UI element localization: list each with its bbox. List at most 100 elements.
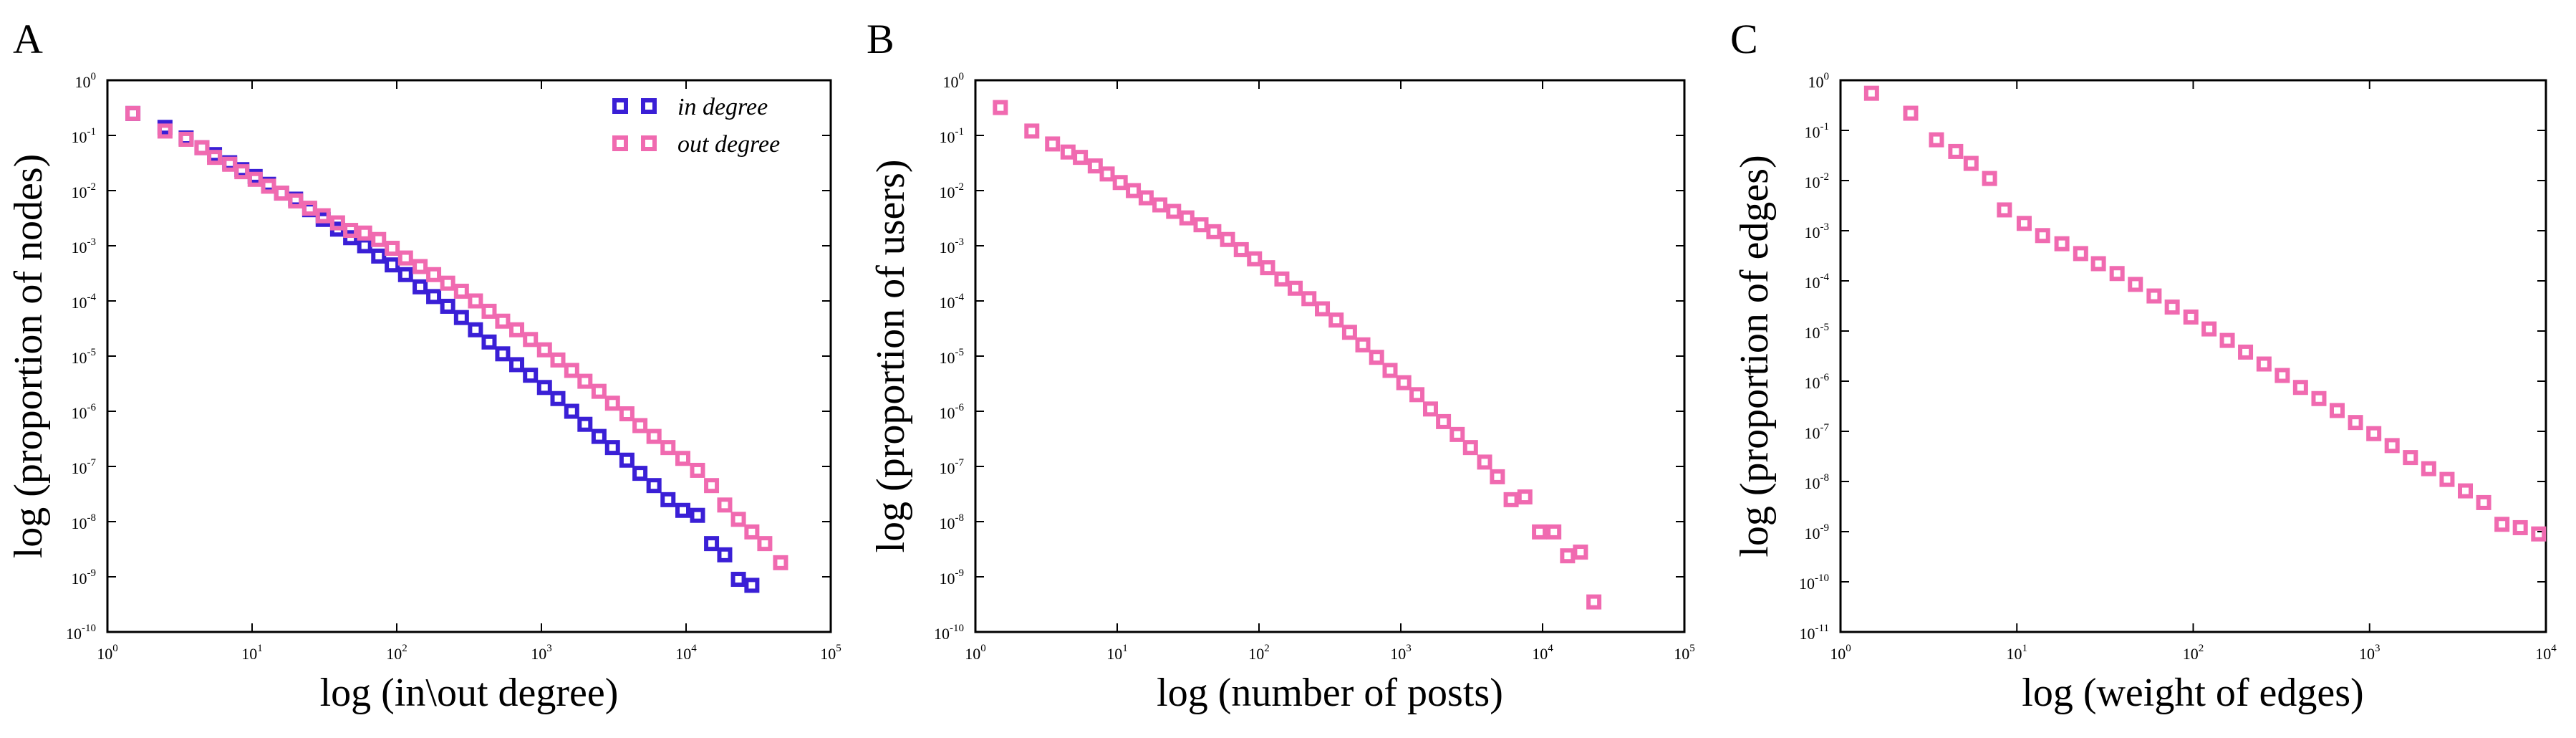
x-tick-label: 105: [820, 643, 841, 663]
x-tick-label: 104: [2535, 643, 2557, 663]
out-degree-point: [660, 440, 676, 456]
out-degree-point: [536, 342, 552, 358]
series-point: [2035, 228, 2050, 244]
y-tick-label: 100: [75, 71, 97, 91]
out-degree-point: [730, 512, 746, 527]
out-degree-point: [550, 352, 566, 368]
out-degree-point: [495, 313, 511, 329]
in-degree-point: [481, 334, 497, 350]
series-point: [1193, 217, 1209, 233]
out-degree-point: [247, 171, 263, 187]
series-point: [1301, 291, 1317, 307]
series-point: [1315, 301, 1331, 317]
series-point: [1929, 132, 1944, 148]
y-tick-label: 10-4: [72, 292, 97, 312]
series-point: [993, 100, 1008, 115]
in-degree-point: [704, 536, 720, 552]
out-degree-point: [757, 536, 773, 552]
series-point: [2329, 403, 2345, 418]
out-degree-point: [125, 105, 141, 121]
series-point: [2476, 494, 2491, 510]
series-point: [1422, 401, 1438, 417]
y-tick-label: 10-3: [940, 236, 965, 257]
out-degree-point: [222, 156, 238, 172]
x-tick-label: 102: [386, 643, 407, 663]
in-degree-point: [690, 507, 705, 523]
in-degree-point: [413, 279, 428, 294]
series-point: [1477, 454, 1492, 470]
series-point: [2366, 426, 2382, 441]
panel-letter-b: B: [867, 16, 894, 62]
in-degree-point: [550, 390, 566, 406]
in-degree-point: [675, 502, 691, 518]
y-axis-label-c: log (proportion of edges): [1732, 155, 1777, 557]
out-degree-point: [591, 383, 607, 399]
series-point: [1997, 202, 2012, 218]
y-axis-label-a: log (proportion of nodes): [6, 154, 51, 559]
y-tick-label: 10-10: [66, 623, 96, 643]
series-point: [1546, 524, 1562, 540]
x-tick-label: 104: [1532, 643, 1553, 663]
series-point: [1328, 312, 1344, 328]
out-degree-point: [632, 418, 648, 433]
series-point: [2073, 246, 2088, 262]
series-point: [1138, 190, 1154, 206]
legend-marker-in-degree: [612, 98, 628, 114]
x-axis-label-c: log (weight of edges): [2022, 671, 2363, 715]
out-degree-point: [646, 428, 662, 444]
out-degree-point: [717, 497, 733, 513]
out-degree-point: [157, 123, 173, 139]
out-degree-point: [744, 524, 760, 540]
y-tick-label: 10-6: [72, 402, 97, 422]
in-degree-point: [577, 416, 593, 432]
out-degree-point: [690, 462, 705, 478]
out-degree-point: [329, 215, 345, 231]
marks-b: [993, 100, 1602, 610]
y-tick-label: 10-7: [940, 457, 965, 477]
legend-marker-in-degree-2: [641, 98, 657, 114]
series-point: [1382, 363, 1398, 378]
in-degree-point: [509, 357, 525, 373]
in-degree-point: [564, 403, 579, 419]
y-tick-label: 10-1: [940, 126, 965, 146]
y-ticks-c: 100 10-1 10-2 10-3 10-4 10-5 10-6 10-7 10-8 10-9 1…: [1799, 71, 2546, 643]
y-tick-label: 10-4: [940, 292, 965, 312]
out-degree-point: [274, 186, 289, 201]
legend-marker-out-degree: [612, 135, 628, 151]
series-point: [2311, 390, 2327, 406]
out-degree-point: [234, 164, 250, 180]
series-point: [2201, 321, 2217, 337]
y-axis-label-b: log (proportion of users): [869, 159, 913, 552]
series-point: [1369, 350, 1384, 365]
y-tick-label: 10-5: [940, 347, 965, 367]
x-tick-label: 103: [2359, 643, 2380, 663]
x-tick-label: 103: [531, 643, 552, 663]
in-degree-point: [440, 298, 455, 314]
series-point: [2458, 483, 2474, 499]
series-point: [2403, 450, 2418, 466]
legend-label-in-degree: in degree: [677, 94, 768, 120]
y-ticks-a: 100 10-1 10-2 10-3 10-4 10-5 10-6 10-7 10-8 10-9 1…: [66, 71, 831, 643]
x-axis-label-a: log (in\out degree): [320, 671, 619, 715]
y-ticks-b: 100 10-1 10-2 10-3 10-4 10-5 10-6 10-7 10-8 10-9 1…: [934, 71, 1684, 643]
out-degree-point: [343, 223, 359, 239]
series-point: [1449, 426, 1465, 442]
out-degree-point: [261, 178, 276, 194]
y-tick-label: 10-5: [1805, 322, 1830, 342]
series-point: [2183, 309, 2199, 325]
series-point: [1220, 231, 1235, 247]
series-point: [1274, 271, 1290, 287]
in-degree-point: [744, 578, 760, 593]
y-tick-label: 10-11: [1800, 623, 1829, 643]
in-degree-point: [730, 572, 746, 588]
series-point: [1288, 280, 1303, 296]
x-tick-label: 104: [675, 643, 697, 663]
series-point: [1517, 489, 1533, 505]
panel-c: C 100 101 102 103 104 100 10-1 10-2 10-3 10-4 10-…: [1730, 16, 2557, 715]
y-tick-label: 10-2: [72, 181, 97, 201]
series-point: [2109, 266, 2125, 282]
y-tick-label: 10-8: [940, 512, 965, 532]
series-point: [1126, 183, 1142, 198]
series-point: [2384, 438, 2400, 454]
series-point: [1152, 197, 1168, 213]
